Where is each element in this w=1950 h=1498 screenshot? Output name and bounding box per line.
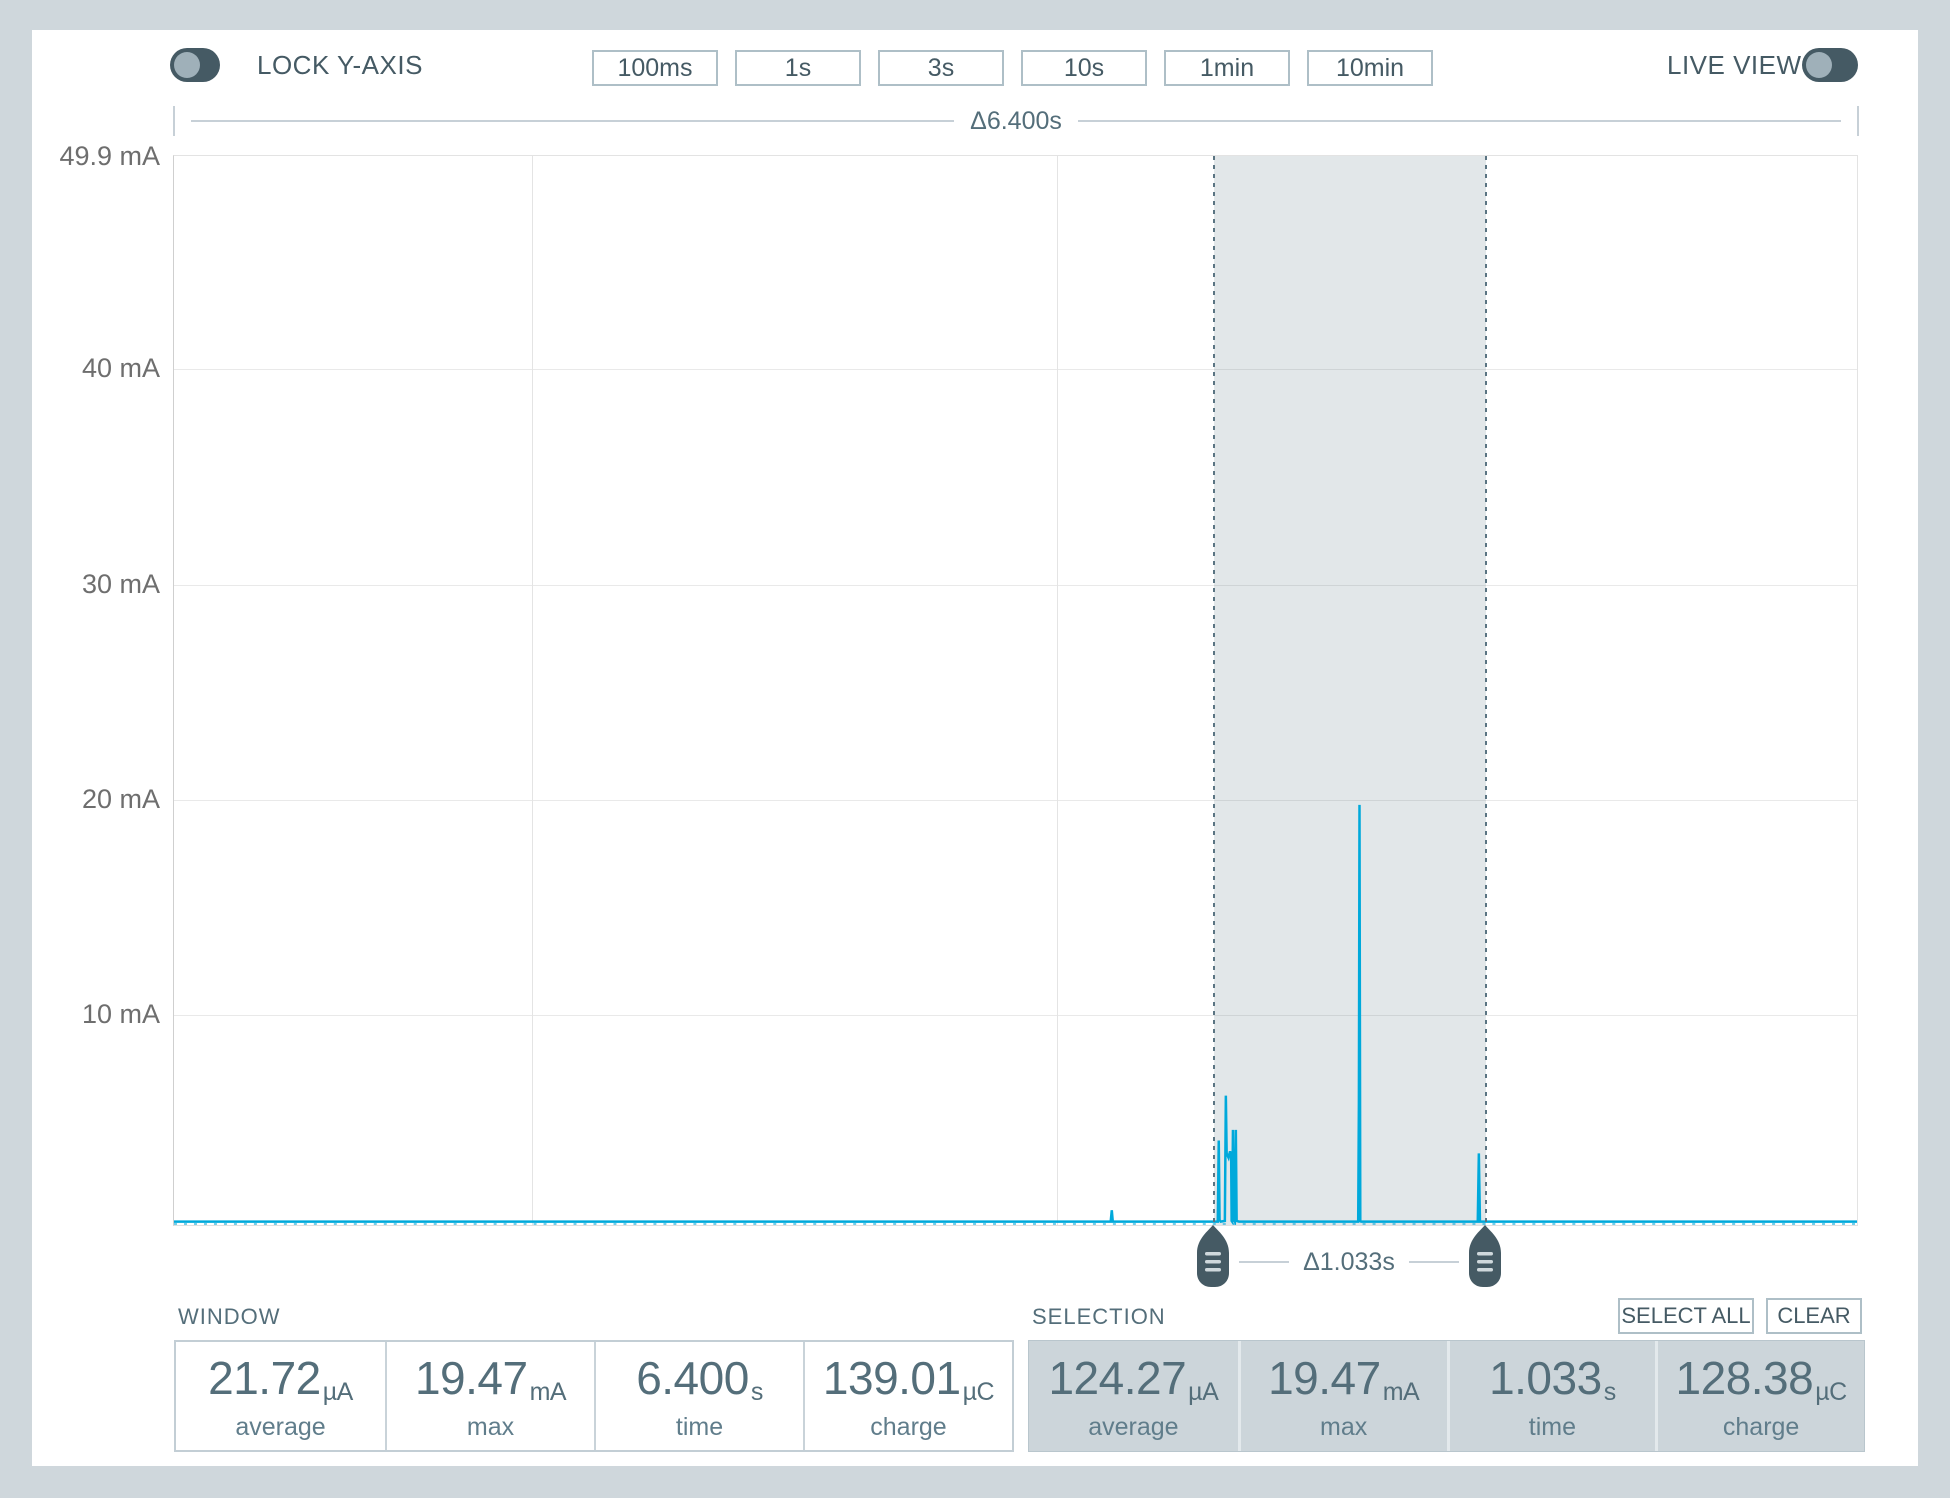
stat-selection-charge: 128.38µC charge bbox=[1655, 1341, 1864, 1451]
bracket-end-cap bbox=[1857, 106, 1860, 136]
stat-value: 124.27 bbox=[1048, 1351, 1187, 1404]
window-button-10min[interactable]: 10min bbox=[1307, 50, 1433, 86]
clear-button[interactable]: CLEAR bbox=[1766, 1298, 1862, 1334]
gridline bbox=[174, 369, 1857, 370]
window-button-100ms[interactable]: 100ms bbox=[592, 50, 718, 86]
gridline bbox=[174, 1015, 1857, 1016]
plot-area[interactable] bbox=[173, 155, 1858, 1226]
stat-selection-max: 19.47mA max bbox=[1237, 1341, 1447, 1451]
toggle-knob-icon bbox=[1806, 52, 1832, 78]
window-delta-label: Δ6.400s bbox=[970, 106, 1062, 135]
stat-label: charge bbox=[1722, 1412, 1800, 1441]
stat-unit: µA bbox=[1188, 1377, 1219, 1406]
lock-y-axis-toggle[interactable] bbox=[170, 48, 220, 82]
stat-value: 6.400 bbox=[636, 1351, 749, 1404]
live-view-toggle[interactable] bbox=[1802, 48, 1858, 82]
stat-unit: µC bbox=[1815, 1377, 1847, 1406]
delta-line bbox=[1238, 1261, 1290, 1263]
selection-left-edge[interactable] bbox=[1212, 156, 1215, 1225]
gridline bbox=[174, 585, 1857, 586]
live-view-label: LIVE VIEW bbox=[1667, 50, 1802, 80]
window-button-1s[interactable]: 1s bbox=[735, 50, 861, 86]
current-trace bbox=[174, 804, 1857, 1225]
time-window-buttons: 100ms 1s 3s 10s 1min 10min bbox=[592, 50, 1433, 86]
selection-right-edge[interactable] bbox=[1484, 156, 1487, 1225]
stat-window-max: 19.47mA max bbox=[385, 1342, 594, 1450]
stat-label: max bbox=[466, 1412, 515, 1441]
stat-unit: mA bbox=[529, 1377, 567, 1406]
toggle-knob-icon bbox=[174, 52, 200, 78]
selection-right-handle[interactable] bbox=[1468, 1224, 1502, 1288]
stat-unit: s bbox=[1603, 1377, 1617, 1406]
stat-value: 1.033 bbox=[1489, 1351, 1602, 1404]
window-button-10s[interactable]: 10s bbox=[1021, 50, 1147, 86]
stat-window-charge: 139.01µC charge bbox=[803, 1342, 1012, 1450]
window-stats-panel: 21.72µA average 19.47mA max 6.400s time … bbox=[174, 1340, 1014, 1452]
selection-stats-panel: 124.27µA average 19.47mA max 1.033s time… bbox=[1028, 1340, 1865, 1452]
stat-label: average bbox=[235, 1412, 326, 1441]
window-span-bracket: Δ6.400s bbox=[173, 106, 1860, 136]
stat-value: 128.38 bbox=[1675, 1351, 1814, 1404]
stat-unit: µC bbox=[962, 1377, 995, 1406]
bracket-line bbox=[1077, 120, 1842, 122]
stat-value: 21.72 bbox=[208, 1351, 321, 1404]
window-button-1min[interactable]: 1min bbox=[1164, 50, 1290, 86]
window-button-3s[interactable]: 3s bbox=[878, 50, 1004, 86]
power-profiler-panel: LOCK Y-AXIS 100ms 1s 3s 10s 1min 10min L… bbox=[32, 30, 1918, 1466]
selection-stats-title: SELECTION bbox=[1032, 1304, 1166, 1329]
gridline bbox=[174, 800, 1857, 801]
stat-label: charge bbox=[870, 1412, 947, 1441]
selection-delta-label: Δ1.033s bbox=[1303, 1247, 1395, 1276]
y-tick-label: 30 mA bbox=[81, 569, 160, 599]
selection-region[interactable] bbox=[1213, 156, 1486, 1225]
stat-label: average bbox=[1088, 1412, 1179, 1441]
stat-label: time bbox=[1528, 1412, 1576, 1441]
stat-window-average: 21.72µA average bbox=[176, 1342, 385, 1450]
gridline bbox=[1057, 156, 1058, 1225]
stat-selection-time: 1.033s time bbox=[1446, 1341, 1656, 1451]
select-all-button[interactable]: SELECT ALL bbox=[1618, 1298, 1754, 1334]
stat-unit: s bbox=[750, 1377, 764, 1406]
stat-value: 19.47 bbox=[1268, 1351, 1381, 1404]
y-tick-label: 20 mA bbox=[81, 784, 160, 814]
gridline bbox=[532, 156, 533, 1225]
stat-unit: mA bbox=[1382, 1377, 1420, 1406]
stat-unit: µA bbox=[322, 1377, 354, 1406]
stat-selection-average: 124.27µA average bbox=[1029, 1341, 1238, 1451]
selection-left-handle[interactable] bbox=[1196, 1224, 1230, 1288]
bracket-end-cap bbox=[173, 106, 175, 136]
lock-y-axis-label: LOCK Y-AXIS bbox=[257, 50, 423, 80]
delta-line bbox=[1408, 1261, 1459, 1263]
y-tick-label: 49.9 mA bbox=[59, 141, 160, 171]
y-tick-label: 40 mA bbox=[81, 353, 160, 383]
stat-label: time bbox=[675, 1412, 724, 1441]
stat-value: 19.47 bbox=[414, 1351, 528, 1404]
y-tick-label: 10 mA bbox=[81, 999, 160, 1029]
stat-label: max bbox=[1320, 1412, 1368, 1441]
bracket-line bbox=[191, 120, 955, 122]
window-stats-title: WINDOW bbox=[178, 1304, 281, 1329]
selection-delta: Δ1.033s bbox=[1238, 1245, 1459, 1279]
stat-value: 139.01 bbox=[822, 1351, 961, 1404]
stat-window-time: 6.400s time bbox=[594, 1342, 803, 1450]
